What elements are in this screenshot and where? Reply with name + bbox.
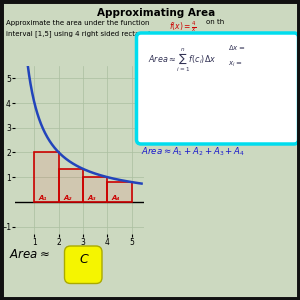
Text: A₁: A₁ — [39, 195, 47, 201]
Bar — [34, 152, 59, 202]
Text: Approximate the area under the function: Approximate the area under the function — [6, 20, 149, 26]
Text: $Area \approx$: $Area \approx$ — [9, 248, 50, 260]
Text: $\Delta x =$: $\Delta x =$ — [228, 44, 245, 52]
Text: C: C — [79, 253, 88, 266]
Bar — [59, 169, 83, 202]
Text: on th: on th — [206, 19, 224, 25]
Text: A₃: A₃ — [88, 195, 96, 201]
Text: $Area \approx A_1 + A_2 + A_3 + A_4$: $Area \approx A_1 + A_2 + A_3 + A_4$ — [141, 146, 245, 158]
Bar — [83, 177, 107, 202]
Text: $f(x) = \frac{4}{x}$: $f(x) = \frac{4}{x}$ — [169, 20, 197, 34]
Bar — [107, 182, 132, 202]
Text: A₂: A₂ — [63, 195, 72, 201]
Text: A₄: A₄ — [112, 195, 120, 201]
Text: interval [1,5] using 4 right sided rectangles.: interval [1,5] using 4 right sided recta… — [6, 31, 160, 37]
Text: $x_i =$: $x_i =$ — [228, 60, 242, 69]
Text: Approximating Area: Approximating Area — [97, 8, 215, 17]
Text: $Area \approx \sum_{i=1}^{n} f(c_i)\Delta x$: $Area \approx \sum_{i=1}^{n} f(c_i)\Delt… — [148, 46, 217, 74]
